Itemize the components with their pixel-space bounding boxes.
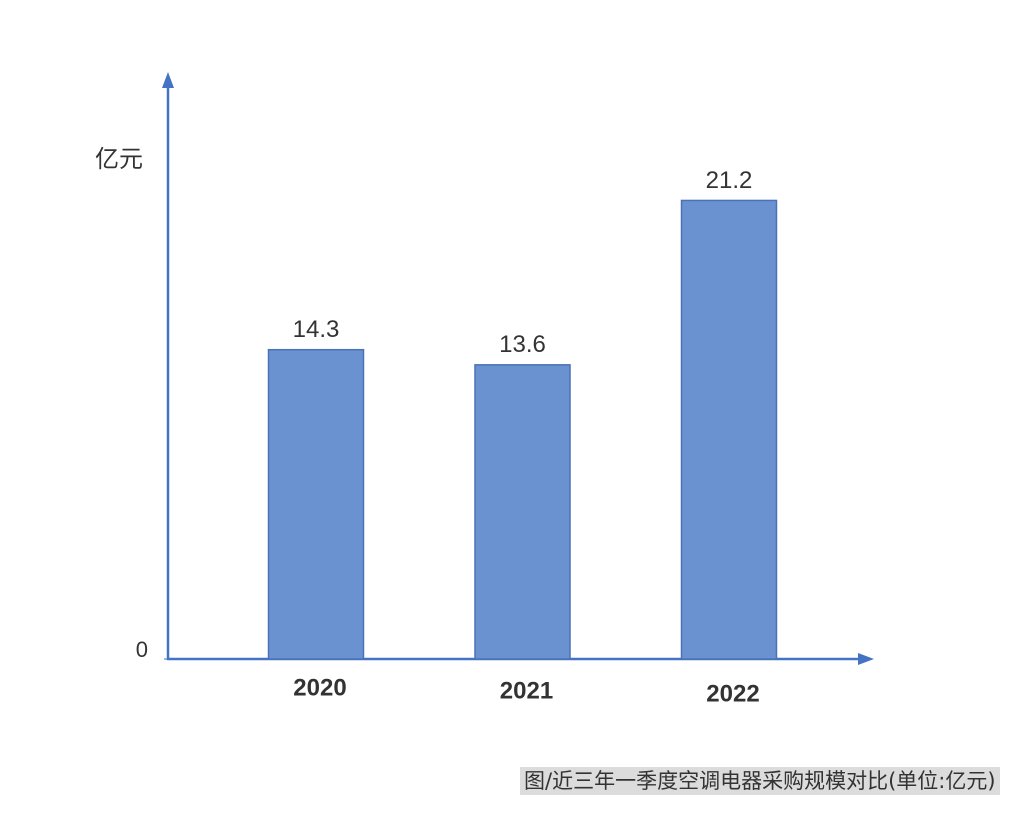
value-label: 21.2: [706, 167, 753, 194]
value-label: 13.6: [499, 331, 546, 358]
x-axis-arrow: [858, 653, 874, 665]
y-axis-arrow: [162, 72, 174, 88]
x-tick-label: 2021: [500, 677, 553, 704]
caption: 图/近三年一季度空调电器采购规模对比(单位:亿元): [520, 767, 1000, 795]
x-tick-label: 2022: [706, 680, 759, 707]
x-tick-label: 2020: [293, 674, 346, 701]
bar: [680, 199, 778, 660]
bar: [267, 348, 365, 660]
y-axis-label: 亿元: [95, 145, 143, 173]
y-tick-label: 0: [136, 637, 148, 662]
bar: [474, 364, 571, 660]
value-label: 14.3: [293, 316, 340, 343]
